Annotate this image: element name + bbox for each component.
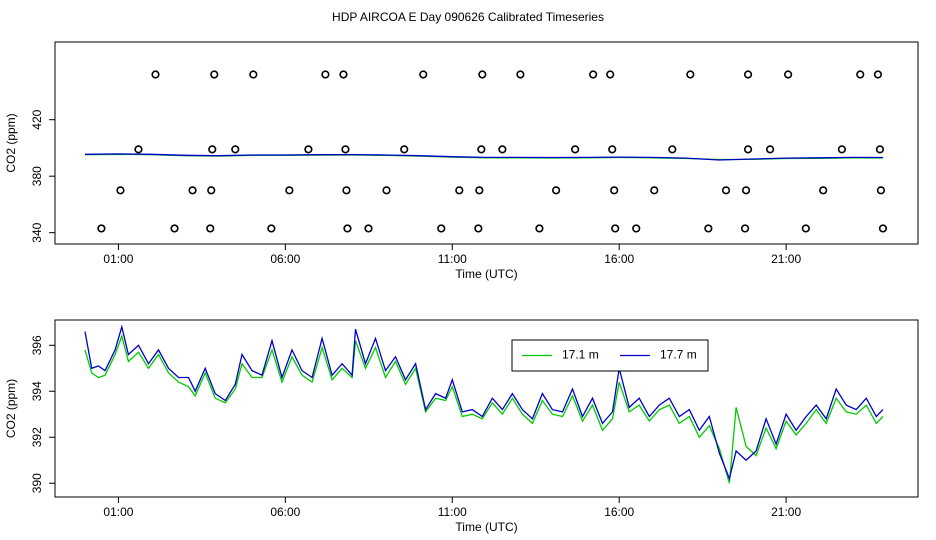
y-tick-label: 392 — [30, 427, 44, 447]
flag-point — [686, 70, 695, 79]
flag-point — [304, 145, 313, 154]
flag-point — [878, 224, 888, 233]
flag-point — [535, 224, 544, 233]
flag-point — [650, 186, 659, 195]
plot-frame — [54, 41, 919, 245]
x-tick-label: 11:00 — [438, 505, 467, 519]
flag-point — [856, 70, 865, 79]
flag-point — [498, 145, 507, 154]
flag-point — [632, 224, 641, 233]
flag-point — [382, 186, 391, 195]
flag-point — [207, 186, 216, 195]
flag-point — [873, 70, 883, 79]
flag-point — [740, 224, 750, 233]
flag-point — [743, 145, 753, 154]
flag-point — [741, 186, 751, 195]
flag-point — [552, 186, 561, 195]
flag-point — [267, 224, 276, 233]
legend-label: 17.1 m — [562, 348, 599, 362]
flag-point — [208, 145, 217, 154]
flag-point — [608, 145, 617, 154]
flag-point — [206, 224, 215, 233]
flag-point — [477, 145, 486, 154]
flag-point — [478, 70, 487, 79]
x-tick-label: 16:00 — [604, 252, 634, 266]
flag-point — [589, 70, 598, 79]
x-tick-label: 21:00 — [771, 505, 801, 519]
y-tick-label: 380 — [30, 166, 44, 186]
flag-point — [364, 224, 373, 233]
flag-point — [339, 70, 348, 79]
x-tick-label: 06:00 — [270, 505, 300, 519]
flag-point — [784, 70, 793, 79]
series-line — [84, 153, 883, 161]
x-axis-label: Time (UTC) — [455, 267, 517, 281]
flag-point — [704, 224, 713, 233]
y-axis-label: CO2 (ppm) — [4, 379, 18, 438]
flag-point — [743, 70, 753, 79]
flag-point — [134, 145, 143, 154]
x-tick-label: 01:00 — [103, 252, 133, 266]
x-tick-label: 21:00 — [771, 252, 801, 266]
flag-point — [610, 186, 619, 195]
y-tick-label: 390 — [30, 473, 44, 493]
flag-point — [766, 145, 775, 154]
y-tick-label: 396 — [30, 335, 44, 355]
flag-point — [611, 224, 620, 233]
flag-point — [151, 70, 160, 79]
flag-point — [419, 70, 428, 79]
flag-point — [97, 224, 106, 233]
series-line — [84, 333, 884, 484]
flag-point — [875, 145, 885, 154]
flag-point — [876, 186, 886, 195]
flag-point — [801, 224, 810, 233]
flag-point — [342, 186, 351, 195]
flag-point — [210, 70, 219, 79]
flag-point — [721, 186, 731, 195]
x-tick-label: 01:00 — [103, 505, 133, 519]
flag-point — [606, 70, 615, 79]
chart-title: HDP AIRCOA E Day 090626 Calibrated Times… — [332, 10, 604, 24]
flag-point — [837, 145, 846, 154]
flag-point — [341, 145, 350, 154]
x-tick-label: 16:00 — [604, 505, 634, 519]
flag-point — [437, 224, 446, 233]
flag-point — [249, 70, 258, 79]
flag-point — [668, 145, 677, 154]
flag-point — [285, 186, 294, 195]
y-tick-label: 394 — [30, 381, 44, 401]
series-line — [84, 324, 884, 481]
flag-point — [819, 186, 828, 195]
x-tick-label: 11:00 — [438, 252, 467, 266]
flag-point — [231, 145, 240, 154]
plot-frame — [54, 319, 919, 498]
y-axis-label: CO2 (ppm) — [4, 113, 18, 172]
flag-point — [455, 186, 464, 195]
flag-point — [516, 70, 525, 79]
flag-point — [116, 186, 125, 195]
y-tick-label: 340 — [30, 222, 44, 242]
flag-point — [170, 224, 179, 233]
legend-label: 17.7 m — [660, 348, 697, 362]
flag-point — [343, 224, 352, 233]
flag-point — [474, 224, 483, 233]
flag-point — [475, 186, 484, 195]
flag-point — [571, 145, 580, 154]
x-axis-label: Time (UTC) — [455, 520, 517, 534]
y-tick-label: 420 — [30, 109, 44, 129]
flag-point — [321, 70, 330, 79]
x-tick-label: 06:00 — [270, 252, 300, 266]
flag-point — [188, 186, 197, 195]
flag-point — [400, 145, 409, 154]
